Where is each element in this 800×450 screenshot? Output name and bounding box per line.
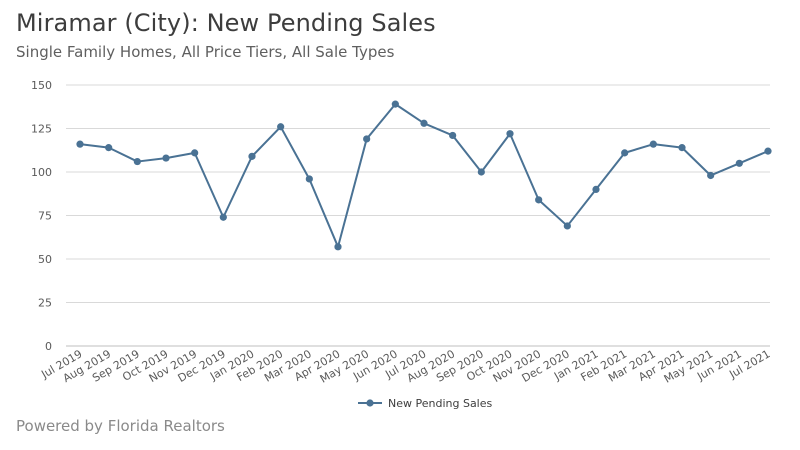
data-point [191, 149, 199, 157]
y-tick-label: 125 [31, 123, 52, 136]
data-point [219, 213, 227, 221]
data-point [105, 144, 113, 152]
data-point [133, 157, 141, 166]
data-point [621, 149, 629, 157]
legend-marker [366, 399, 374, 407]
data-point [477, 168, 485, 176]
data-point [420, 119, 428, 127]
data-point [277, 123, 285, 131]
y-tick-label: 150 [31, 79, 52, 92]
y-tick-label: 100 [31, 166, 52, 179]
data-point [363, 135, 371, 143]
data-point [649, 140, 657, 148]
data-point [563, 222, 571, 230]
y-tick-label: 50 [38, 253, 52, 266]
data-point [248, 152, 256, 160]
data-point [76, 140, 84, 148]
data-point [707, 171, 715, 180]
footer-credit: Powered by Florida Realtors [16, 417, 225, 435]
series-new-pending-sales [76, 100, 772, 251]
data-point [764, 147, 772, 155]
y-tick-label: 25 [38, 297, 52, 310]
data-point [506, 130, 514, 138]
data-point [535, 196, 543, 204]
data-point [678, 144, 686, 152]
data-point [162, 154, 170, 162]
grid-lines [66, 84, 770, 347]
data-point [735, 159, 743, 167]
y-tick-label: 0 [45, 340, 52, 353]
data-point [391, 100, 399, 108]
legend: New Pending Sales [358, 397, 493, 410]
legend-label: New Pending Sales [388, 397, 493, 410]
y-axis: 0 25 50 75 100 125 150 [31, 79, 52, 353]
data-point [592, 185, 600, 193]
data-point [305, 175, 313, 183]
chart-subtitle: Single Family Homes, All Price Tiers, Al… [16, 43, 395, 61]
data-point [449, 131, 457, 140]
chart-title: Miramar (City): New Pending Sales [16, 9, 436, 37]
data-point [334, 243, 342, 251]
y-tick-label: 75 [38, 210, 52, 223]
